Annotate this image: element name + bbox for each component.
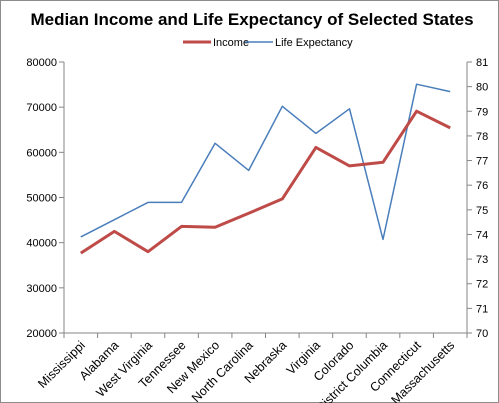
left-tick-label: 50000 (26, 193, 57, 205)
right-tick-label: 71 (476, 303, 488, 315)
left-tick-label: 40000 (26, 238, 57, 250)
left-tick-label: 70000 (26, 102, 57, 114)
right-tick-label: 75 (476, 205, 488, 217)
chart-title: Median Income and Life Expectancy of Sel… (30, 10, 473, 29)
right-tick-label: 73 (476, 254, 488, 266)
right-tick-label: 78 (476, 131, 488, 143)
right-tick-label: 79 (476, 106, 488, 118)
right-axis-ticks: 70 71 72 73 74 75 76 77 78 79 80 81 (467, 57, 488, 340)
right-tick-label: 81 (476, 57, 488, 69)
series-lines (79, 83, 451, 255)
category-label: Mississippi (35, 338, 88, 391)
left-tick-label: 30000 (26, 283, 57, 295)
right-tick-label: 77 (476, 156, 488, 168)
legend-label-life-expectancy: Life Expectancy (275, 37, 353, 49)
right-tick-label: 80 (476, 82, 488, 94)
left-tick-label: 60000 (26, 147, 57, 159)
legend-label-income: Income (213, 37, 249, 49)
legend: Income Life Expectancy (183, 37, 353, 49)
right-tick-label: 74 (476, 229, 488, 241)
left-tick-label: 80000 (26, 57, 57, 69)
axes (63, 62, 468, 338)
series-line-income (79, 109, 451, 255)
left-tick-label: 20000 (26, 328, 57, 340)
right-tick-label: 70 (476, 328, 488, 340)
right-tick-label: 76 (476, 180, 488, 192)
series-line-life-expectancy (80, 83, 451, 241)
right-tick-label: 72 (476, 279, 488, 291)
left-axis-ticks: 20000 30000 40000 50000 60000 70000 80000 (26, 57, 64, 340)
